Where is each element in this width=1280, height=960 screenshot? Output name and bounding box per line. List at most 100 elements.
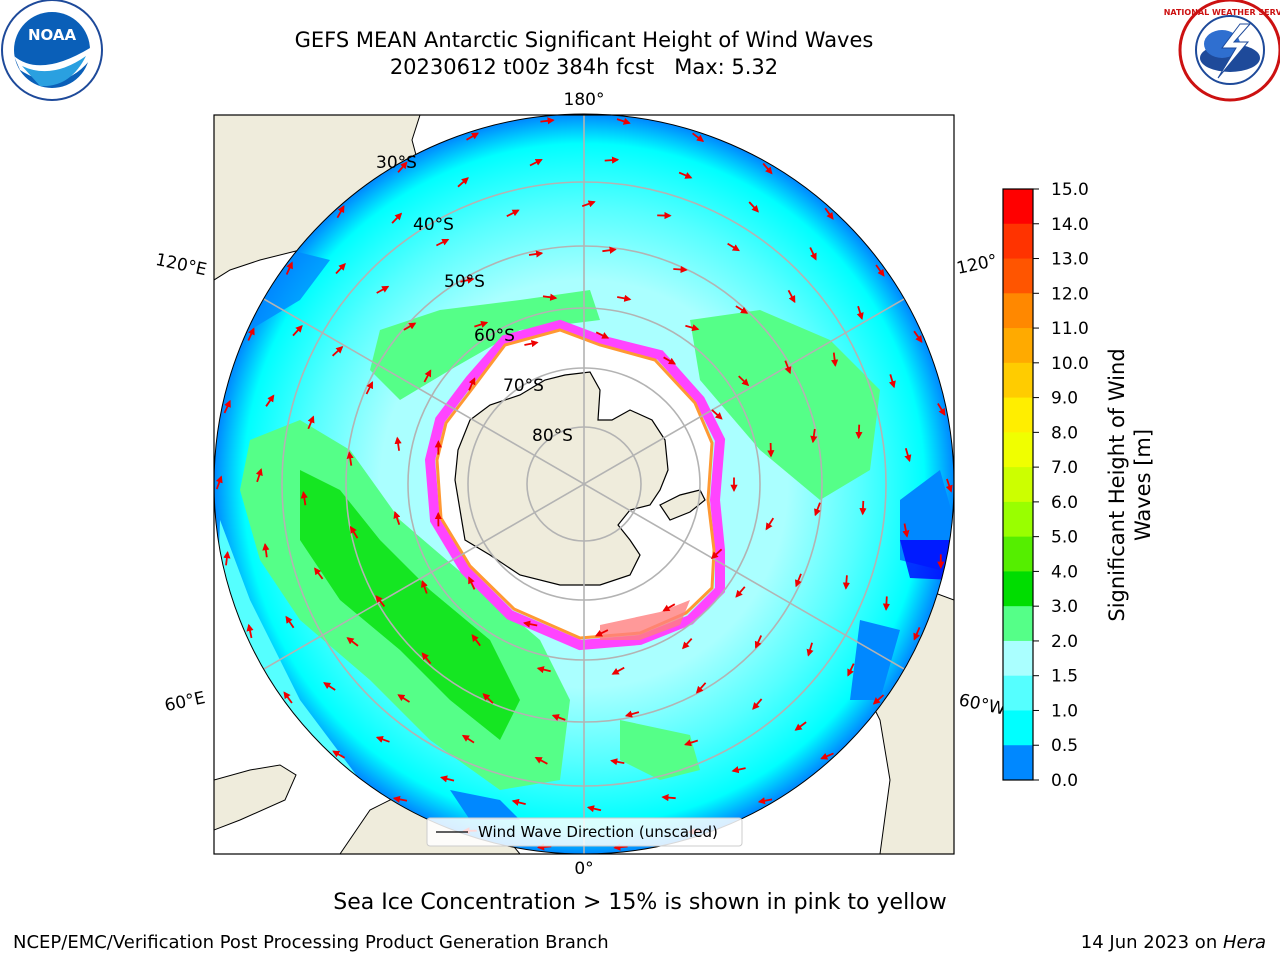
wave-direction-arrow — [365, 381, 374, 395]
wave-direction-arrow — [913, 330, 923, 343]
wave-direction-arrow — [482, 693, 494, 704]
lon-label-60e: 60°E — [163, 688, 207, 716]
colorbar-segment — [1003, 467, 1033, 503]
wave-direction-arrow — [610, 758, 625, 766]
wave-direction-arrow — [397, 161, 408, 173]
colorbar-tick-label: 0.5 — [1051, 736, 1078, 756]
wave-direction-arrow — [435, 238, 450, 247]
wave-direction-arrow — [314, 567, 324, 580]
wave-direction-arrow — [809, 247, 817, 261]
colorbar-tick-label: 4.0 — [1051, 562, 1078, 582]
wave-direction-arrow — [594, 629, 609, 637]
wave-direction-arrow — [522, 620, 538, 628]
wave-direction-arrow — [902, 523, 910, 538]
colorbar-segment — [1003, 397, 1033, 433]
wave-direction-arrow — [613, 843, 628, 851]
wave-direction-arrow — [285, 615, 295, 629]
wave-direction-arrow — [882, 596, 891, 611]
colorbar-tick-label: 9.0 — [1051, 389, 1078, 409]
wave-direction-arrow — [375, 736, 390, 743]
wave-direction-arrow — [528, 250, 544, 258]
wave-direction-arrow — [711, 409, 723, 420]
wave-direction-arrow — [678, 171, 693, 179]
colorbar-tick-label: 3.0 — [1051, 597, 1078, 617]
colorbar-tick-label: 15.0 — [1051, 180, 1089, 200]
wave-direction-arrow — [246, 623, 254, 639]
colorbar-segment — [1003, 328, 1033, 364]
footer-timestamp: 14 Jun 2023 on Hera — [1081, 932, 1266, 953]
wave-direction-arrow — [511, 798, 526, 806]
wave-direction-arrow — [392, 795, 408, 803]
colorbar-segment — [1003, 571, 1033, 607]
wave-direction-arrow — [814, 502, 821, 517]
wave-direction-arrow — [616, 117, 631, 125]
wave-direction-arrow — [684, 739, 699, 747]
wave-direction-arrow — [662, 603, 676, 612]
wave-direction-arrow — [904, 448, 912, 463]
lat-label-60s: 60°S — [474, 326, 515, 346]
colorbar-label-line1: Significant Height of Wind — [1105, 348, 1129, 621]
chart-title: GEFS MEAN Antarctic Significant Height o… — [294, 28, 874, 52]
wave-direction-arrow — [255, 468, 263, 483]
wave-direction-arrow — [323, 682, 336, 691]
wave-direction-arrow — [624, 710, 640, 718]
wave-direction-arrow — [692, 132, 705, 142]
wave-direction-arrow — [506, 209, 520, 218]
wave-direction-arrow — [283, 691, 293, 704]
wave-direction-arrow — [661, 794, 676, 802]
wave-direction-arrow — [457, 177, 469, 188]
land-madagascar — [214, 764, 297, 831]
wave-direction-arrow — [855, 424, 863, 440]
wave-direction-arrow — [731, 766, 746, 774]
wave-direction-arrow — [336, 205, 345, 219]
lon-label-120e: 120°E — [154, 250, 209, 280]
wave-direction-arrow — [534, 756, 548, 765]
wave-direction-arrow — [831, 352, 839, 367]
wave-direction-arrow — [551, 714, 566, 721]
map-legend: Wind Wave Direction (unscaled) — [426, 817, 743, 847]
wave-direction-arrow — [262, 542, 270, 558]
wave-direction-arrow — [806, 642, 814, 657]
colorbar-frame — [1002, 188, 1034, 781]
wave-direction-arrow — [332, 750, 346, 759]
sea-ice-note: Sea Ice Concentration > 15% is shown in … — [333, 890, 947, 915]
colorbar-segment — [1003, 432, 1033, 468]
colorbar — [1002, 188, 1034, 781]
wave-direction-arrow — [397, 694, 410, 703]
lon-label-180: 180° — [564, 90, 605, 110]
chart-subtitle: 20230612 t00z 384h fcst Max: 5.32 — [389, 55, 779, 79]
wave-direction-arrow — [375, 595, 386, 607]
lat-label-80s: 80°S — [532, 426, 573, 446]
wave-direction-arrow — [735, 305, 749, 314]
nws-logo-text: NATIONAL WEATHER SERVICE — [1164, 8, 1280, 17]
wave-direction-arrow — [265, 394, 275, 407]
land-antarctic-peninsula — [659, 489, 706, 521]
wave-direction-arrow — [595, 331, 610, 339]
wave-direction-arrow — [824, 207, 834, 220]
wave-direction-arrow — [602, 246, 617, 254]
wave-direction-arrow — [682, 637, 693, 650]
wave-direction-arrow — [536, 666, 551, 674]
colorbar-segment — [1003, 710, 1033, 746]
wave-direction-arrow — [888, 374, 896, 389]
wave-direction-arrow — [810, 428, 818, 444]
wave-direction-arrow — [460, 276, 475, 284]
lon-label-60w: 60°W — [957, 690, 1007, 719]
colorbar-segment — [1003, 640, 1033, 677]
colorbar-segment — [1003, 189, 1033, 225]
wave-direction-arrow — [586, 805, 602, 813]
wave-direction-arrow — [331, 346, 344, 357]
wave-direction-arrow — [215, 475, 223, 490]
wave-direction-arrow — [617, 294, 632, 302]
colorbar-tick-label: 1.5 — [1051, 667, 1078, 687]
wave-direction-arrow — [423, 369, 432, 383]
colorbar-tick-label: 13.0 — [1051, 250, 1089, 270]
lat-label-40s: 40°S — [413, 215, 454, 235]
wave-direction-arrow — [420, 579, 428, 594]
lon-label-120w: 120° — [955, 251, 999, 279]
colorbar-segment — [1003, 362, 1033, 399]
colorbar-tick-label: 10.0 — [1051, 354, 1089, 374]
wave-direction-arrow — [765, 517, 775, 531]
colorbar-segment — [1003, 223, 1033, 260]
